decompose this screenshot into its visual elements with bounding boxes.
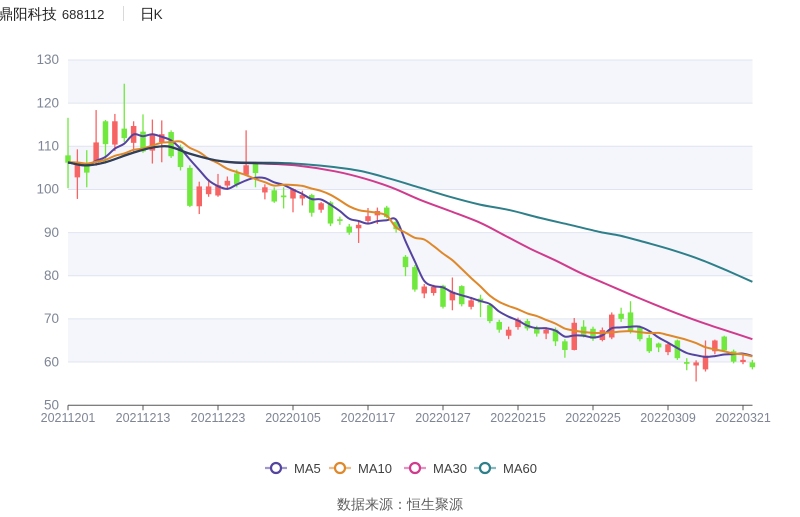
svg-text:MA30: MA30 bbox=[433, 461, 467, 476]
svg-text:K: K bbox=[154, 7, 163, 22]
svg-text:20211213: 20211213 bbox=[116, 411, 171, 425]
svg-text:20220105: 20220105 bbox=[265, 411, 321, 425]
svg-text:20211201: 20211201 bbox=[41, 411, 96, 425]
svg-text:20220215: 20220215 bbox=[490, 411, 546, 425]
svg-text:MA5: MA5 bbox=[294, 461, 321, 476]
svg-text:110: 110 bbox=[37, 139, 59, 154]
svg-text:120: 120 bbox=[36, 95, 59, 110]
svg-text:90: 90 bbox=[44, 225, 59, 240]
svg-text:20220117: 20220117 bbox=[341, 411, 396, 425]
svg-text:80: 80 bbox=[44, 268, 59, 283]
svg-text:50: 50 bbox=[44, 397, 59, 412]
svg-text:20220225: 20220225 bbox=[565, 411, 621, 425]
svg-text:70: 70 bbox=[44, 311, 59, 326]
svg-text:20220127: 20220127 bbox=[415, 411, 471, 425]
svg-text:20211223: 20211223 bbox=[191, 411, 246, 425]
svg-text:20220321: 20220321 bbox=[715, 411, 771, 425]
svg-text:MA60: MA60 bbox=[503, 461, 537, 476]
svg-text:130: 130 bbox=[36, 52, 59, 67]
svg-text:20220309: 20220309 bbox=[640, 411, 696, 425]
svg-text:MA10: MA10 bbox=[358, 461, 392, 476]
svg-text:688112: 688112 bbox=[62, 7, 104, 22]
svg-text:60: 60 bbox=[44, 354, 59, 369]
svg-text:100: 100 bbox=[36, 182, 59, 197]
